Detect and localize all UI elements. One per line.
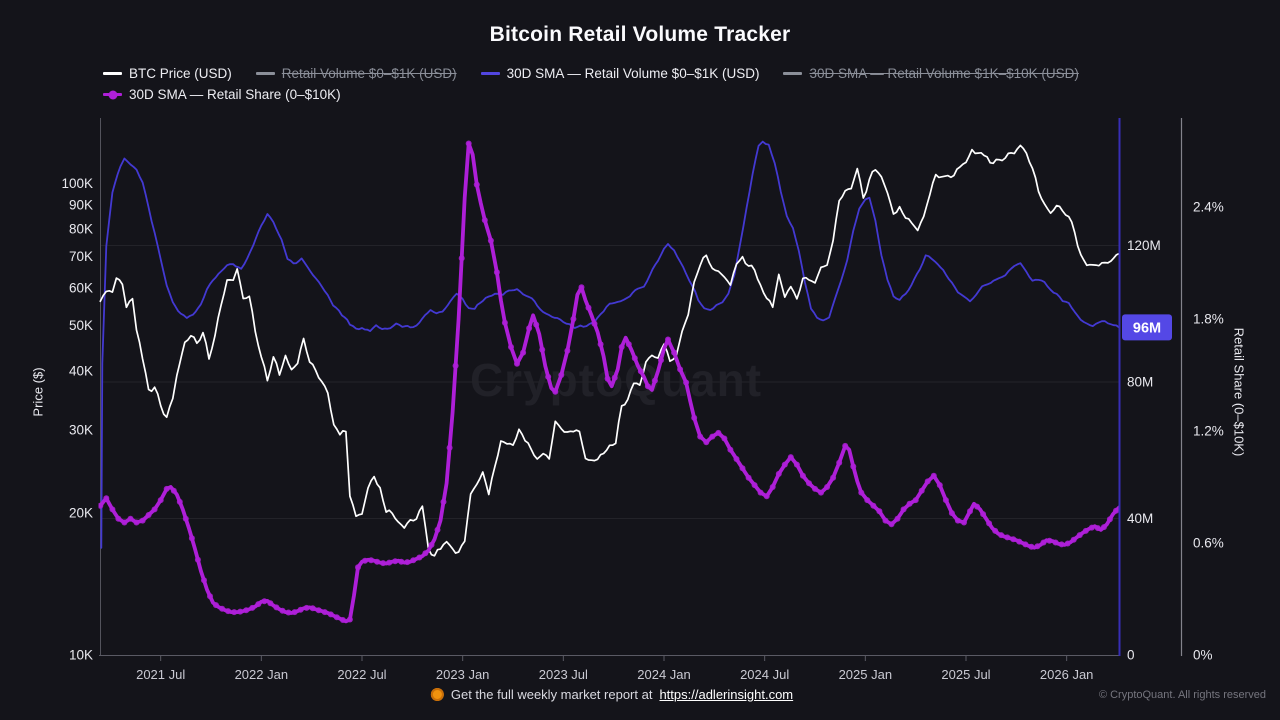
share-tick-label: 0.6% xyxy=(1193,535,1224,550)
copyright-notice: © CryptoQuant. All rights reserved xyxy=(1098,689,1266,701)
share-tick-label: 2.4% xyxy=(1193,199,1224,214)
dot-marker-icon xyxy=(108,90,117,99)
legend-item-label: Retail Volume $0–$1K (USD) xyxy=(281,66,457,81)
share-tick-label: 0% xyxy=(1193,648,1213,663)
orange-circle-icon xyxy=(430,688,444,701)
x-tick-label: 2021 Jul xyxy=(136,667,185,682)
volume-tick-label: 80M xyxy=(1127,375,1153,390)
latest-value-badge-label: 96M xyxy=(1133,320,1161,336)
price-tick-label: 80K xyxy=(69,222,93,237)
latest-value-badge xyxy=(1122,314,1172,341)
legend-item-sma-retail-volume-0-1k[interactable]: 30D SMA — Retail Volume $0–$1K (USD) xyxy=(480,66,760,81)
share-tick-label: 1.2% xyxy=(1193,423,1224,438)
footer-text: Get the full weekly market report at xyxy=(450,687,653,702)
line-swatch-icon xyxy=(783,72,803,75)
legend-row-2: 30D SMA — Retail Share (0–$10K) xyxy=(103,84,1193,105)
x-tick-label: 2024 Jul xyxy=(740,667,789,682)
series-line-share xyxy=(98,141,1121,624)
legend-item-label: BTC Price (USD) xyxy=(129,66,232,81)
line-swatch-icon xyxy=(103,72,122,75)
share-tick-label: 1.8% xyxy=(1193,311,1224,326)
x-tick-label: 2024 Jan xyxy=(637,667,691,682)
legend-item-label: 30D SMA — Retail Share (0–$10K) xyxy=(129,87,341,102)
price-tick-label: 40K xyxy=(69,364,93,379)
footer-banner: Get the full weekly market report at htt… xyxy=(430,687,794,702)
x-tick-label: 2023 Jul xyxy=(539,667,588,682)
price-tick-label: 70K xyxy=(69,249,93,264)
page-title: Bitcoin Retail Volume Tracker xyxy=(489,23,791,46)
legend-row-1: BTC Price (USD) Retail Volume $0–$1K (US… xyxy=(103,63,1193,84)
volume-tick-label: 120M xyxy=(1127,238,1161,253)
line-dot-swatch-icon xyxy=(103,90,122,99)
x-tick-label: 2026 Jan xyxy=(1040,667,1094,682)
volume-tick-label: 40M xyxy=(1127,511,1153,526)
price-tick-label: 60K xyxy=(69,281,93,296)
legend: BTC Price (USD) Retail Volume $0–$1K (US… xyxy=(103,63,1193,105)
price-tick-label: 20K xyxy=(69,506,93,521)
legend-item-sma-retail-share[interactable]: 30D SMA — Retail Share (0–$10K) xyxy=(103,87,341,102)
legend-item-label: 30D SMA — Retail Volume $0–$1K (USD) xyxy=(506,66,760,81)
price-tick-label: 100K xyxy=(61,176,93,191)
line-swatch-icon xyxy=(255,72,275,75)
series-line-volume xyxy=(100,140,1120,549)
line-swatch-icon xyxy=(480,72,500,75)
legend-item-label: 30D SMA — Retail Volume $1K–$10K (USD) xyxy=(809,66,1079,81)
x-tick-label: 2025 Jan xyxy=(839,667,893,682)
legend-item-retail-volume[interactable]: Retail Volume $0–$1K (USD) xyxy=(255,66,457,81)
legend-item-sma-retail-volume-1k-10k[interactable]: 30D SMA — Retail Volume $1K–$10K (USD) xyxy=(783,66,1079,81)
volume-tick-label: 0 xyxy=(1127,648,1135,663)
x-tick-label: 2022 Jan xyxy=(235,667,289,682)
x-tick-label: 2022 Jul xyxy=(337,667,386,682)
x-tick-label: 2025 Jul xyxy=(941,667,990,682)
price-tick-label: 90K xyxy=(69,198,93,213)
legend-item-btc-price[interactable]: BTC Price (USD) xyxy=(103,66,232,81)
x-tick-label: 2023 Jan xyxy=(436,667,490,682)
series-line-price xyxy=(99,144,1120,557)
price-tick-label: 30K xyxy=(69,423,93,438)
footer-link[interactable]: https://adlerinsight.com xyxy=(659,687,794,702)
price-tick-label: 50K xyxy=(69,318,93,333)
price-tick-label: 10K xyxy=(69,648,93,663)
